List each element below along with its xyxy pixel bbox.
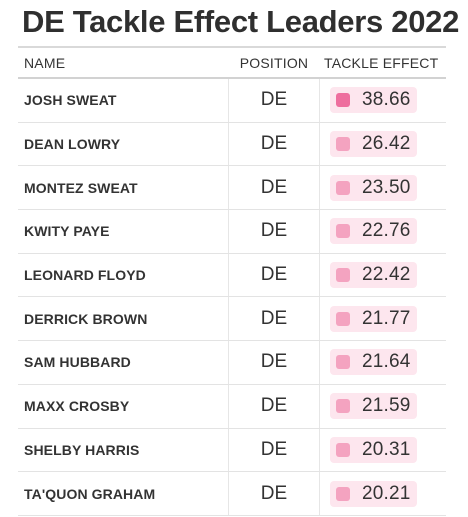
- tackle-effect-cell: 21.59: [320, 385, 446, 428]
- tackle-effect-badge: 38.66: [330, 87, 417, 114]
- tackle-effect-cell: 38.66: [320, 79, 446, 122]
- tackle-effect-value: 38.66: [362, 89, 411, 111]
- player-position: DE: [228, 122, 320, 166]
- tackle-effect-value: 23.50: [362, 176, 411, 198]
- tackle-effect-cell: 26.42: [320, 123, 446, 166]
- player-name: LEONARD FLOYD: [24, 267, 146, 284]
- tackle-effect-badge: 20.21: [330, 480, 417, 507]
- tackle-effect-badge: 26.42: [330, 131, 417, 158]
- tackle-effect-value: 21.77: [362, 307, 411, 329]
- column-header-position[interactable]: POSITION: [239, 54, 309, 71]
- tackle-effect-cell: 22.76: [320, 210, 446, 253]
- leaders-table: NAME POSITION TACKLE EFFECT JOSH SWEAT D…: [18, 46, 446, 516]
- tackle-effect-cell: 20.31: [320, 429, 446, 472]
- table-row: LEONARD FLOYD DE 22.42: [18, 253, 446, 298]
- player-name: DERRICK BROWN: [24, 310, 148, 327]
- player-name: SAM HUBBARD: [24, 354, 131, 371]
- player-position: DE: [228, 472, 320, 515]
- color-swatch-icon: [336, 442, 350, 457]
- tackle-effect-value: 21.59: [362, 395, 411, 417]
- player-position: DE: [228, 341, 320, 384]
- tackle-effect-badge: 23.50: [330, 174, 417, 201]
- player-name: MAXX CROSBY: [24, 398, 130, 415]
- player-position: DE: [228, 384, 320, 428]
- tackle-effect-cell: 20.21: [320, 472, 446, 515]
- tackle-effect-badge: 22.42: [330, 262, 417, 289]
- tackle-effect-value: 20.21: [362, 482, 411, 504]
- tackle-effect-value: 22.42: [362, 264, 411, 286]
- color-swatch-icon: [336, 355, 350, 370]
- color-swatch-icon: [336, 399, 350, 414]
- color-swatch-icon: [336, 311, 350, 326]
- table-row: SAM HUBBARD DE 21.64: [18, 341, 446, 385]
- color-swatch-icon: [336, 486, 350, 501]
- tackle-effect-badge: 22.76: [330, 218, 417, 245]
- tackle-effect-value: 22.76: [362, 220, 411, 242]
- color-swatch-icon: [336, 224, 350, 239]
- color-swatch-icon: [336, 93, 350, 108]
- player-position: DE: [228, 297, 320, 341]
- table-row: TA'QUON GRAHAM DE 20.21: [18, 472, 446, 516]
- table-row: JOSH SWEAT DE 38.66: [18, 79, 446, 123]
- tackle-effect-cell: 21.77: [320, 297, 446, 340]
- tackle-effect-value: 26.42: [362, 133, 411, 155]
- player-name: KWITY PAYE: [24, 223, 110, 240]
- tackle-effect-badge: 21.64: [330, 349, 417, 376]
- page-title: DE Tackle Effect Leaders 2022: [22, 4, 460, 39]
- column-header-tackle-effect[interactable]: TACKLE EFFECT: [324, 54, 439, 71]
- player-position: DE: [228, 79, 320, 122]
- tackle-effect-value: 20.31: [362, 438, 411, 460]
- player-name: SHELBY HARRIS: [24, 441, 140, 458]
- player-position: DE: [228, 253, 320, 297]
- player-name: TA'QUON GRAHAM: [24, 485, 156, 502]
- color-swatch-icon: [336, 137, 350, 152]
- column-header-name[interactable]: NAME: [24, 54, 66, 71]
- player-name: MONTEZ SWEAT: [24, 179, 138, 196]
- tackle-effect-badge: 20.31: [330, 436, 417, 463]
- table-row: SHELBY HARRIS DE 20.31: [18, 428, 446, 473]
- color-swatch-icon: [336, 180, 350, 195]
- player-name: DEAN LOWRY: [24, 136, 121, 153]
- tackle-effect-value: 21.64: [362, 351, 411, 373]
- tackle-effect-badge: 21.59: [330, 393, 417, 420]
- table-row: DEAN LOWRY DE 26.42: [18, 122, 446, 167]
- tackle-effect-cell: 21.64: [320, 341, 446, 384]
- player-position: DE: [228, 166, 320, 210]
- player-position: DE: [228, 428, 320, 472]
- tackle-effect-cell: 22.42: [320, 254, 446, 297]
- player-position: DE: [228, 210, 320, 253]
- table-row: DERRICK BROWN DE 21.77: [18, 297, 446, 342]
- color-swatch-icon: [336, 268, 350, 283]
- table-row: MAXX CROSBY DE 21.59: [18, 384, 446, 429]
- tackle-effect-cell: 23.50: [320, 166, 446, 209]
- table-row: MONTEZ SWEAT DE 23.50: [18, 166, 446, 211]
- player-name: JOSH SWEAT: [24, 92, 117, 109]
- table-row: KWITY PAYE DE 22.76: [18, 210, 446, 254]
- table-header: NAME POSITION TACKLE EFFECT: [18, 46, 446, 79]
- tackle-effect-badge: 21.77: [330, 305, 417, 332]
